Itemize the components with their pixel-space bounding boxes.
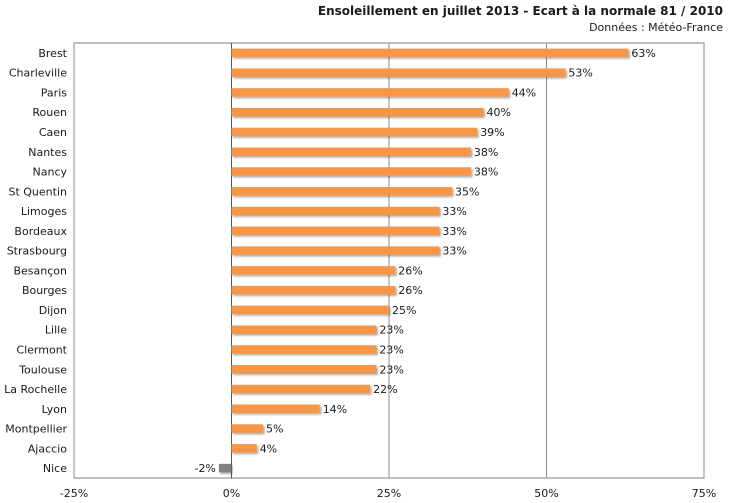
bar [231, 365, 377, 374]
data-label: 5% [266, 423, 283, 436]
bar [231, 266, 396, 275]
bar [231, 305, 389, 315]
bar [231, 187, 452, 196]
category-label: Nancy [33, 166, 68, 179]
bar [231, 384, 371, 394]
data-label: 63% [631, 47, 655, 60]
data-label: 22% [373, 383, 397, 396]
category-label: Caen [39, 126, 67, 139]
category-label: Toulouse [18, 363, 67, 376]
data-label: 35% [455, 185, 479, 198]
bar [231, 107, 484, 117]
data-label: 33% [442, 205, 466, 218]
category-label: Bourges [22, 284, 67, 297]
bar [231, 167, 471, 176]
bar [218, 463, 232, 473]
bar [231, 147, 471, 156]
bar [231, 226, 440, 236]
category-label: Nantes [28, 146, 67, 159]
value-labels: 63% 53% 44%40% 39% 38% 38% 35% 33% 33% 33% 26% 26% 2… [194, 47, 655, 475]
data-label: 44% [512, 86, 536, 99]
bars [218, 48, 629, 473]
chart-subtitle: Données : Météo-France [589, 21, 723, 34]
bar [231, 88, 509, 97]
category-label: St Quentin [8, 185, 67, 198]
data-label: 53% [568, 67, 592, 80]
data-label: 33% [442, 245, 466, 258]
x-axis: -25% 0% 25% 50% 75% [60, 487, 716, 500]
data-label: 26% [398, 284, 422, 297]
bar [231, 48, 629, 58]
data-label: 23% [379, 343, 403, 356]
x-tick-label: 25% [377, 487, 401, 500]
category-label: Brest [38, 47, 67, 60]
category-label: La Rochelle [4, 383, 67, 396]
bar [231, 285, 396, 295]
data-label: 25% [392, 304, 416, 317]
bar [231, 68, 566, 77]
data-label: 40% [487, 106, 511, 119]
x-tick-label: 50% [534, 487, 558, 500]
data-label: 4% [260, 442, 277, 455]
bar [231, 345, 377, 354]
category-label: Bordeaux [14, 225, 67, 238]
data-label: 23% [379, 324, 403, 337]
category-label: Besançon [13, 264, 67, 277]
category-label: Lille [45, 324, 67, 337]
category-label: Charleville [9, 67, 67, 80]
data-label: 33% [442, 225, 466, 238]
category-label: Nice [43, 462, 67, 475]
category-label: Paris [41, 86, 67, 99]
data-label: 39% [480, 126, 504, 139]
category-label: Dijon [39, 304, 67, 317]
bar [231, 404, 320, 414]
data-label: 23% [379, 363, 403, 376]
data-label: 14% [323, 403, 347, 416]
x-tick-label: 75% [692, 487, 716, 500]
bar [231, 127, 478, 137]
x-tick-label: 0% [223, 487, 240, 500]
category-label: Clermont [16, 343, 67, 356]
bar [231, 424, 263, 433]
data-label: 38% [474, 166, 498, 179]
data-label: 38% [474, 146, 498, 159]
category-label: Lyon [42, 403, 67, 416]
category-label: Strasbourg [7, 245, 67, 258]
bar [231, 246, 440, 255]
category-label: Limoges [21, 205, 67, 218]
data-label: -2% [194, 462, 215, 475]
data-label: 26% [398, 264, 422, 277]
bar [231, 325, 377, 334]
chart-title: Ensoleillement en juillet 2013 - Ecart à… [318, 4, 723, 18]
category-labels: Brest Charleville Paris Rouen Caen Nantes Nanc… [4, 47, 68, 475]
category-label: Rouen [32, 106, 67, 119]
bar [231, 206, 440, 216]
bar [231, 444, 257, 453]
category-label: Ajaccio [28, 442, 67, 455]
x-tick-label: -25% [60, 487, 88, 500]
category-label: Montpellier [5, 423, 67, 436]
